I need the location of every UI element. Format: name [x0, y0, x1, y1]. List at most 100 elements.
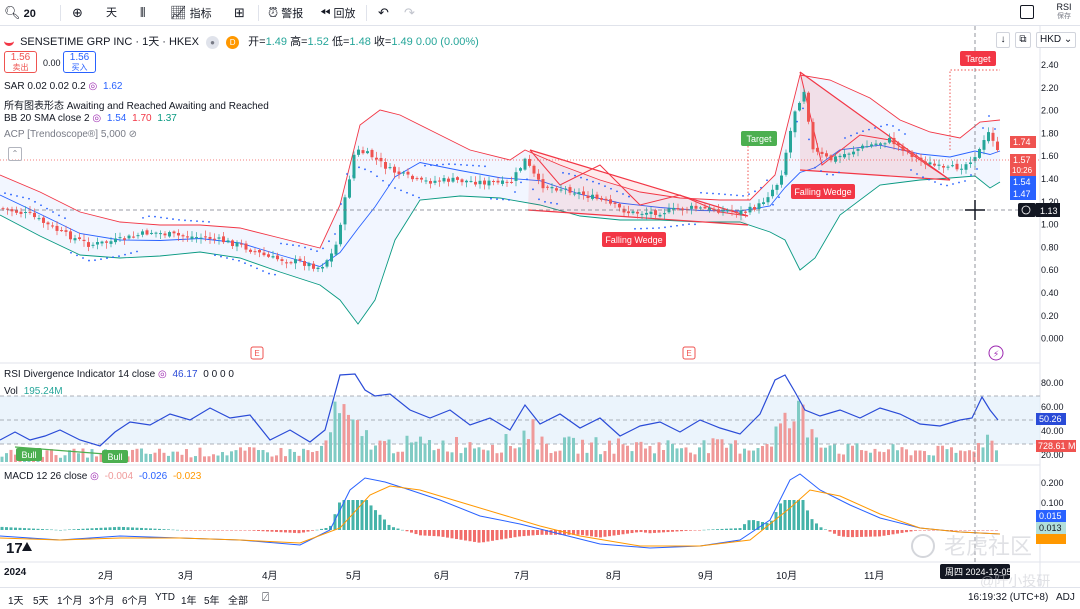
- macd-histogram-bar: [383, 519, 386, 530]
- candle: [762, 202, 765, 205]
- settings-circle-icon[interactable]: ◎: [88, 81, 98, 92]
- earnings-marker-2[interactable]: E: [682, 346, 696, 360]
- macd-histogram-bar: [630, 530, 634, 534]
- sar-legend[interactable]: SAR 0.02 0.02 0.2 ◎ 1.62: [4, 81, 123, 92]
- macd-histogram-bar: [18, 527, 22, 530]
- clock-time[interactable]: 16:19:32 (UTC+8): [968, 592, 1049, 603]
- macd-tag-1: 0.015: [1036, 510, 1066, 522]
- indicators-button[interactable]: 📈︎ 指标: [170, 4, 212, 22]
- macd-histogram-bar: [315, 529, 319, 531]
- candle: [285, 262, 288, 264]
- add-symbol-button[interactable]: ⊕: [72, 4, 83, 22]
- interval-button[interactable]: 天: [106, 7, 117, 19]
- layouts-button[interactable]: ⊞: [234, 4, 245, 22]
- sar-dot: [604, 185, 606, 188]
- candle: [348, 179, 351, 198]
- replay-button[interactable]: ⏪︎ 回放: [320, 4, 355, 22]
- symbol-header: SENSETIME GRP INC · 1天 · HKEX ● D 开=1.49…: [4, 33, 479, 49]
- lightning-marker[interactable]: ⚡︎: [988, 345, 1004, 361]
- bb-legend[interactable]: BB 20 SMA close 2 ◎ 1.54 1.70 1.37: [4, 113, 177, 124]
- rsi-legend[interactable]: RSI Divergence Indicator 14 close ◎ 46.1…: [4, 369, 234, 380]
- svg-text:1.54: 1.54: [1013, 177, 1031, 187]
- sar-dot: [82, 257, 84, 259]
- candle: [829, 155, 833, 161]
- range-5d[interactable]: 5天: [33, 596, 49, 607]
- candle: [739, 210, 743, 215]
- macd-histogram-bar: [842, 530, 845, 537]
- undo-button[interactable]: ↶: [378, 4, 389, 22]
- candle: [699, 207, 702, 209]
- volume-bar: [203, 456, 206, 462]
- sell-button[interactable]: 1.56 卖出: [4, 51, 37, 73]
- macd-histogram-bar: [270, 530, 274, 532]
- data-delayed-badge[interactable]: D: [226, 36, 240, 49]
- range-6m[interactable]: 6个月: [122, 596, 148, 607]
- sar-dot: [898, 129, 900, 131]
- macd-histogram-bar: [293, 530, 296, 533]
- range-1d[interactable]: 1天: [8, 596, 24, 607]
- pattern-legend[interactable]: 所有图表形态 Awaiting and Reached Awaiting and…: [4, 101, 269, 112]
- redo-button[interactable]: ↷: [404, 4, 415, 22]
- candle: [424, 180, 428, 182]
- candle: [159, 233, 162, 235]
- volume-bar: [905, 449, 908, 462]
- range-1y[interactable]: 1年: [181, 596, 197, 607]
- date-range-icon[interactable]: ⍁: [262, 590, 270, 604]
- range-5y[interactable]: 5年: [204, 596, 220, 607]
- volume-bar: [869, 452, 872, 462]
- rsi-save-button[interactable]: RSI 保存: [1052, 2, 1076, 22]
- sar-dot: [172, 218, 174, 220]
- volume-bar: [387, 439, 391, 462]
- scroll-down-button[interactable]: ↓: [996, 32, 1010, 48]
- market-status-icon[interactable]: ●: [206, 36, 220, 49]
- fullscreen-button[interactable]: [1020, 5, 1034, 19]
- volume-bar: [243, 450, 247, 462]
- macd-histogram-bar: [324, 528, 328, 530]
- vol-legend[interactable]: Vol 195.24M: [4, 386, 63, 397]
- settings-circle-icon[interactable]: ◎: [90, 471, 99, 482]
- sar-dot: [358, 166, 360, 169]
- sar-dot: [706, 192, 708, 195]
- x-label-oct: 10月: [776, 571, 798, 582]
- collapse-legend-button[interactable]: ⌃: [8, 147, 22, 161]
- candle: [6, 208, 9, 210]
- x-label-jun: 6月: [434, 571, 450, 582]
- adj-toggle[interactable]: ADJ: [1056, 592, 1075, 603]
- range-all[interactable]: 全部: [228, 596, 248, 607]
- earnings-marker-1[interactable]: E: [250, 346, 264, 360]
- auto-scale-button[interactable]: ⧉: [1015, 32, 1031, 48]
- range-3m[interactable]: 3个月: [89, 596, 115, 607]
- settings-circle-icon[interactable]: ◎: [92, 113, 102, 124]
- candle: [825, 153, 828, 157]
- candle: [609, 199, 612, 204]
- currency-select[interactable]: HKD ⌄: [1036, 32, 1076, 48]
- sar-dot: [634, 227, 636, 230]
- range-ytd[interactable]: YTD: [155, 592, 175, 603]
- macd-histogram-bar: [486, 530, 490, 542]
- buy-button[interactable]: 1.56 买入: [63, 51, 96, 73]
- macd-histogram-bar: [684, 530, 688, 531]
- macd-histogram-bar: [815, 523, 818, 530]
- volume-bar: [90, 449, 94, 462]
- macd-axis-label: 0.100: [1041, 498, 1064, 508]
- volume-bar: [513, 448, 517, 462]
- chart-type-button[interactable]: ⫴: [140, 4, 145, 22]
- range-1m[interactable]: 1个月: [57, 596, 83, 607]
- candle: [951, 165, 954, 167]
- sar-dot: [472, 164, 474, 167]
- macd-legend[interactable]: MACD 12 26 close ◎ -0.004 -0.026 -0.023: [4, 471, 202, 482]
- sar-dot: [418, 196, 420, 199]
- macd-histogram-bar: [810, 519, 814, 530]
- macd-histogram-bar: [59, 529, 62, 531]
- settings-circle-icon[interactable]: ◎: [157, 369, 167, 380]
- acp-legend[interactable]: ACP [Trendoscope®] 5,000 ⊘: [4, 129, 138, 140]
- rsi-axis-label: 40.00: [1041, 426, 1064, 436]
- alert-button[interactable]: ⏰︎ 警报: [268, 4, 303, 22]
- candle: [964, 164, 968, 170]
- falling-wedge-label-2: Falling Wedge: [791, 184, 855, 199]
- macd-histogram-bar: [873, 530, 877, 537]
- macd-histogram-bar: [482, 530, 485, 543]
- symbol-search[interactable]: 🔍︎ 20: [4, 4, 36, 22]
- eye-off-icon[interactable]: ⊘: [128, 129, 138, 140]
